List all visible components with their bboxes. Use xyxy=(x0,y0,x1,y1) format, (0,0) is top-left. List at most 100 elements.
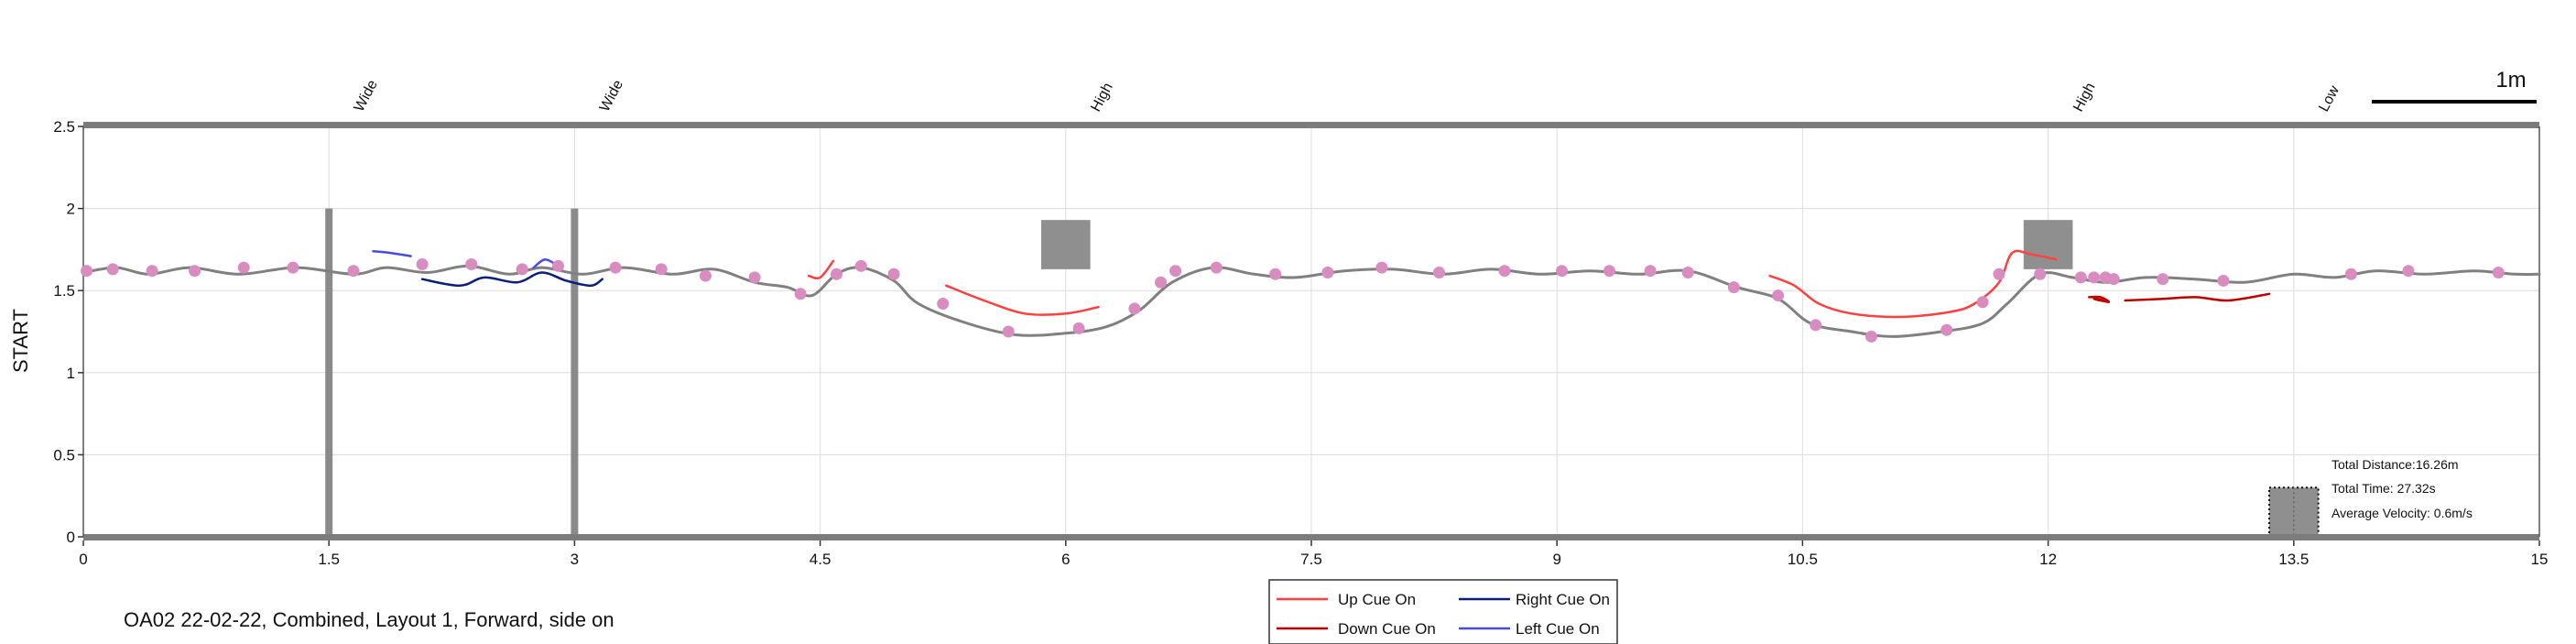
tick-labels: 0 1.5 3 4.5 6 7.5 9 10.5 12 13.5 15 0 0.5 1 1.5 2 2.5 Wid… xyxy=(53,78,2548,568)
x-tick-label: 0 xyxy=(79,551,87,568)
y-tick-label: 1 xyxy=(67,365,75,382)
stats-block: Total Distance:16.26m Total Time: 27.32s… xyxy=(2331,457,2473,520)
trajectory-marker xyxy=(748,271,761,284)
trajectory-marker xyxy=(1321,266,1334,278)
trajectory-marker xyxy=(2492,266,2505,278)
trajectory-marker xyxy=(516,263,528,276)
obstacle-label: Wide xyxy=(597,78,626,115)
y-tick-label: 0.5 xyxy=(53,446,75,464)
trajectory-marker xyxy=(189,265,201,278)
figure-caption: OA02 22-02-22, Combined, Layout 1, Forwa… xyxy=(124,608,614,631)
trajectory-marker xyxy=(794,288,807,300)
obstacle-label: Low xyxy=(2316,83,2342,115)
trajectory-marker xyxy=(2034,267,2047,280)
stats-average-velocity: Average Velocity: 0.6m/s xyxy=(2331,506,2473,520)
trajectory-marker xyxy=(830,267,842,280)
x-tick-label: 6 xyxy=(1061,551,1070,568)
series-line-down-cue-on xyxy=(2088,295,2111,303)
trajectory-marker xyxy=(465,258,478,271)
legend-label-right-cue: Right Cue On xyxy=(1516,591,1610,608)
obstacle-bar xyxy=(571,208,579,537)
legend-label-down-cue: Down Cue On xyxy=(1338,620,1436,638)
series-line-up-cue-on xyxy=(1768,249,2058,319)
trajectory-marker xyxy=(1432,266,1445,278)
x-tick-label: 1.5 xyxy=(318,551,340,568)
trajectory-marker xyxy=(2074,271,2087,284)
trajectory-marker xyxy=(1498,265,1511,278)
trajectory-marker xyxy=(416,258,429,271)
trajectory-marker xyxy=(1644,265,1657,278)
trajectory-marker xyxy=(1169,265,1182,278)
legend-label-up-cue: Up Cue On xyxy=(1338,591,1416,608)
y-tick-label: 2.5 xyxy=(53,118,75,136)
series-line-left-cue-on xyxy=(372,249,412,257)
y-tick-label: 2 xyxy=(67,201,75,218)
x-tick-label: 3 xyxy=(571,551,579,568)
x-tick-label: 9 xyxy=(1552,551,1560,568)
trajectory-marker xyxy=(1210,261,1223,274)
trajectory-marker xyxy=(2088,271,2101,284)
trajectory-marker xyxy=(854,259,867,272)
trajectory-marker xyxy=(609,261,622,274)
legend-label-left-cue: Left Cue On xyxy=(1516,620,1600,638)
trajectory-marker xyxy=(1375,261,1388,274)
trajectory-marker xyxy=(1603,265,1615,278)
obstacles xyxy=(325,208,2320,538)
trajectory-marker xyxy=(1772,289,1785,302)
trajectory-marker xyxy=(2217,274,2230,287)
y-tick-label: 0 xyxy=(67,529,75,546)
trajectory-marker xyxy=(106,263,119,276)
top-axis-rail xyxy=(83,122,2539,128)
markers xyxy=(81,258,2505,343)
x-tick-label: 10.5 xyxy=(1788,551,1818,568)
y-tick-label: 1.5 xyxy=(53,282,75,300)
trajectory-marker xyxy=(1810,319,1822,332)
trajectory-marker xyxy=(1940,323,1953,336)
x-tick-label: 15 xyxy=(2531,551,2549,568)
trajectory-marker xyxy=(887,267,900,280)
trajectory-marker xyxy=(699,269,712,282)
trajectory-marker xyxy=(1681,266,1694,278)
trajectory-marker xyxy=(1976,296,1989,309)
axes xyxy=(78,122,2540,546)
trajectory-marker xyxy=(1128,302,1141,315)
x-tick-label: 7.5 xyxy=(1300,551,1322,568)
x-tick-label: 13.5 xyxy=(2278,551,2309,568)
bottom-axis-rail xyxy=(83,534,2539,540)
trajectory-marker xyxy=(1155,276,1168,289)
trajectory-marker xyxy=(146,265,158,278)
series-line-up-cue-on xyxy=(807,259,835,280)
trajectory-marker xyxy=(347,265,360,278)
legend-box xyxy=(1268,579,1618,644)
trajectory-marker xyxy=(2402,265,2415,278)
trajectory-marker xyxy=(237,261,250,274)
trajectory-marker xyxy=(2157,273,2169,286)
trajectory-marker xyxy=(81,265,93,278)
trajectory-marker xyxy=(1269,267,1282,280)
legend: Up Cue On Right Cue On Down Cue On Left … xyxy=(1268,579,1618,644)
stats-total-distance: Total Distance:16.26m xyxy=(2331,457,2459,472)
x-tick-label: 4.5 xyxy=(810,551,831,568)
trajectory-marker xyxy=(1864,330,1877,343)
scale-bar: 1m xyxy=(2372,68,2537,104)
x-tick-label: 12 xyxy=(2039,551,2057,568)
trajectory-marker xyxy=(1727,281,1740,294)
trajectory-marker xyxy=(1993,267,2005,280)
obstacle-label: High xyxy=(1088,81,1115,115)
trajectory-marker xyxy=(287,261,299,274)
trajectory-marker xyxy=(552,259,565,272)
gridlines xyxy=(82,126,2540,538)
y-axis-title: START xyxy=(9,309,32,373)
trajectory-marker xyxy=(2107,273,2120,286)
stats-total-time: Total Time: 27.32s xyxy=(2331,481,2436,496)
obstacle-label: Wide xyxy=(352,78,381,115)
series-line-down-cue-on xyxy=(2124,292,2271,302)
obstacle-box xyxy=(1040,220,1091,269)
obstacle-box xyxy=(2023,220,2073,269)
trajectory-marker xyxy=(2344,267,2357,280)
trajectory-marker xyxy=(937,298,950,311)
trajectory-marker xyxy=(1556,265,1569,278)
series-line-right-cue-on xyxy=(420,271,604,288)
series-line-up-cue-on xyxy=(945,284,1100,316)
